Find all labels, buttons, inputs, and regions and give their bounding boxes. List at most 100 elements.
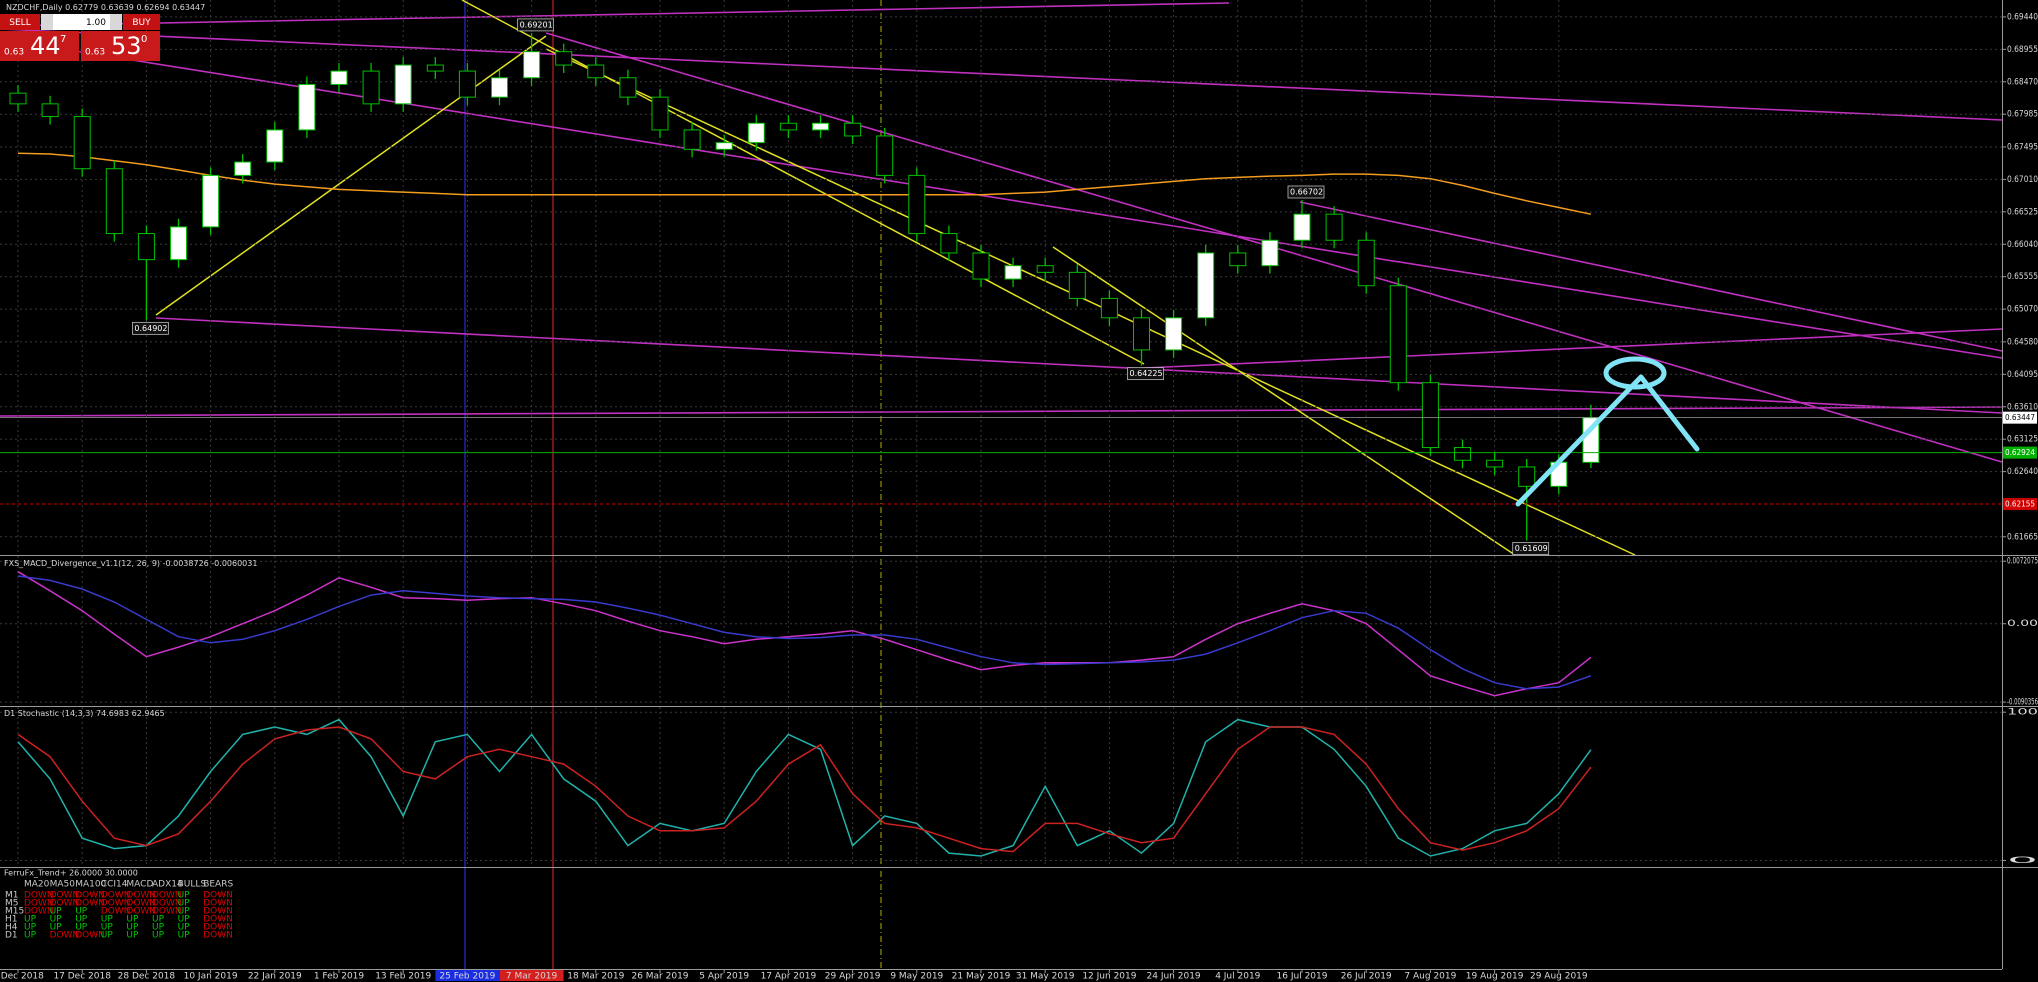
- trend-cell: DOWN: [203, 891, 233, 901]
- trend-cell: UP: [24, 923, 37, 933]
- lot-value: 1.00: [86, 18, 106, 28]
- candle-body: [1229, 252, 1247, 267]
- last-open: 0.62779: [65, 3, 98, 12]
- x-tick-label: 21 May 2019: [952, 972, 1011, 982]
- trendline: [1143, 328, 2003, 369]
- trend-cell: UP: [152, 923, 165, 933]
- x-tick-label: 12 Jun 2019: [1082, 972, 1136, 982]
- trend-cell: DOWN: [203, 931, 233, 941]
- lot-increase[interactable]: [110, 14, 122, 30]
- trend-cell: UP: [178, 907, 191, 917]
- trend-cell: UP: [178, 915, 191, 925]
- y-tick-label: 0.0072075: [2007, 557, 2038, 567]
- bid-marker: [2003, 411, 2037, 424]
- candle-body: [362, 70, 380, 105]
- sell-label: SELL: [9, 18, 30, 28]
- indicator-line: [17, 718, 1592, 857]
- price-marker: [2003, 498, 2037, 511]
- candle-body: [1036, 265, 1054, 273]
- trend-cell: DOWN: [203, 899, 233, 909]
- last-low: 0.62694: [136, 3, 169, 12]
- trend-cell: DOWN: [126, 907, 156, 917]
- buy-button[interactable]: [123, 14, 160, 30]
- trend-cell: UP: [178, 899, 191, 909]
- trend-cell: UP: [101, 915, 114, 925]
- x-tick-label: 29 Aug 2019: [1530, 972, 1588, 982]
- y-tick-label: 0.61665: [2007, 532, 2038, 542]
- candle-body: [523, 51, 541, 79]
- candle-body: [1454, 447, 1471, 461]
- candle-body: [1357, 239, 1375, 287]
- bid-marker-label: 0.63447: [2005, 413, 2035, 422]
- x-tick-label: 5 Dec 2018: [0, 972, 44, 982]
- candle-body: [298, 83, 316, 131]
- x-tick-label: 25 Feb 2019: [439, 972, 495, 982]
- lot-decrease[interactable]: [41, 14, 53, 30]
- candle-body: [1293, 213, 1311, 241]
- indicator-line: [17, 726, 1592, 853]
- trend-column-header: MA20: [24, 880, 50, 890]
- trend-cell: UP: [50, 915, 63, 925]
- candle-body: [940, 233, 958, 254]
- trend-cell: DOWN: [203, 915, 233, 925]
- candle-body: [73, 116, 91, 170]
- trend-cell: UP: [126, 931, 139, 941]
- trend-cell: DOWN: [75, 931, 105, 941]
- y-tick-label: 0.62640: [2007, 467, 2038, 477]
- bid-fraction: 7: [60, 34, 66, 45]
- x-label-highlight: [499, 969, 564, 981]
- y-tick-label: 0.68470: [2007, 77, 2038, 87]
- trend-cell: DOWN: [152, 899, 182, 909]
- trend-cell: DOWN: [50, 931, 80, 941]
- symbol-header: NZDCHF,Daily 0.62779 0.63639 0.62694 0.6…: [6, 3, 205, 12]
- ask-box[interactable]: [81, 31, 160, 61]
- arrow-path: [1515, 374, 1700, 507]
- last-high: 0.63639: [101, 3, 134, 12]
- y-tick-label: 0.64095: [2007, 370, 2038, 380]
- trend-cell: UP: [101, 931, 114, 941]
- y-tick-label: 0.63125: [2007, 435, 2038, 445]
- x-tick-label: 4 Jul 2019: [1215, 972, 1260, 982]
- trend-column-header: ADX14: [152, 880, 183, 890]
- trend-column-header: MA50: [50, 880, 76, 890]
- extreme-label: 0.66702: [1290, 188, 1323, 197]
- x-tick-label: 1 Feb 2019: [314, 972, 365, 982]
- trend-row-label: H4: [5, 923, 18, 933]
- candle-body: [908, 174, 926, 235]
- lot-input[interactable]: [53, 14, 110, 30]
- trend-column-header: MA100: [75, 880, 106, 890]
- candle-body: [9, 92, 27, 105]
- extreme-label-box: [517, 18, 554, 32]
- x-tick-label: 16 Jul 2019: [1277, 972, 1328, 982]
- extreme-label: 0.64902: [134, 324, 167, 333]
- candle-body: [234, 161, 252, 176]
- price-marker: [2003, 446, 2037, 459]
- trend-cell: UP: [75, 915, 88, 925]
- candle-body: [426, 64, 444, 72]
- candle-body: [1068, 271, 1086, 299]
- trend-row-label: D1: [5, 931, 18, 941]
- macd-value: -0.0038726: [163, 559, 209, 568]
- bid-box[interactable]: [0, 31, 79, 61]
- trend-cell: DOWN: [101, 907, 131, 917]
- trend-cell: DOWN: [24, 891, 54, 901]
- ask-fraction: 0: [141, 34, 147, 45]
- trend-cell: UP: [178, 923, 191, 933]
- x-tick-label: 17 Apr 2019: [761, 972, 817, 982]
- sell-button[interactable]: [0, 14, 40, 30]
- candle-body: [1389, 285, 1407, 384]
- extreme-label: 0.69201: [520, 20, 553, 29]
- x-tick-label: 9 May 2019: [890, 972, 943, 982]
- x-tick-label: 31 May 2019: [1016, 972, 1075, 982]
- one-click-trading-panel: SELL 1.00 BUY 0.63 44 7 0.63 53 0: [0, 14, 160, 61]
- trend-cell: DOWN: [203, 907, 233, 917]
- extreme-label-box: [1127, 367, 1164, 381]
- trend-cell: DOWN: [101, 899, 131, 909]
- stochastic-name: D1 Stochastic (14,3,3): [4, 709, 93, 718]
- x-tick-label: 26 Mar 2019: [631, 972, 688, 982]
- price-marker-label: 0.62155: [2005, 500, 2035, 509]
